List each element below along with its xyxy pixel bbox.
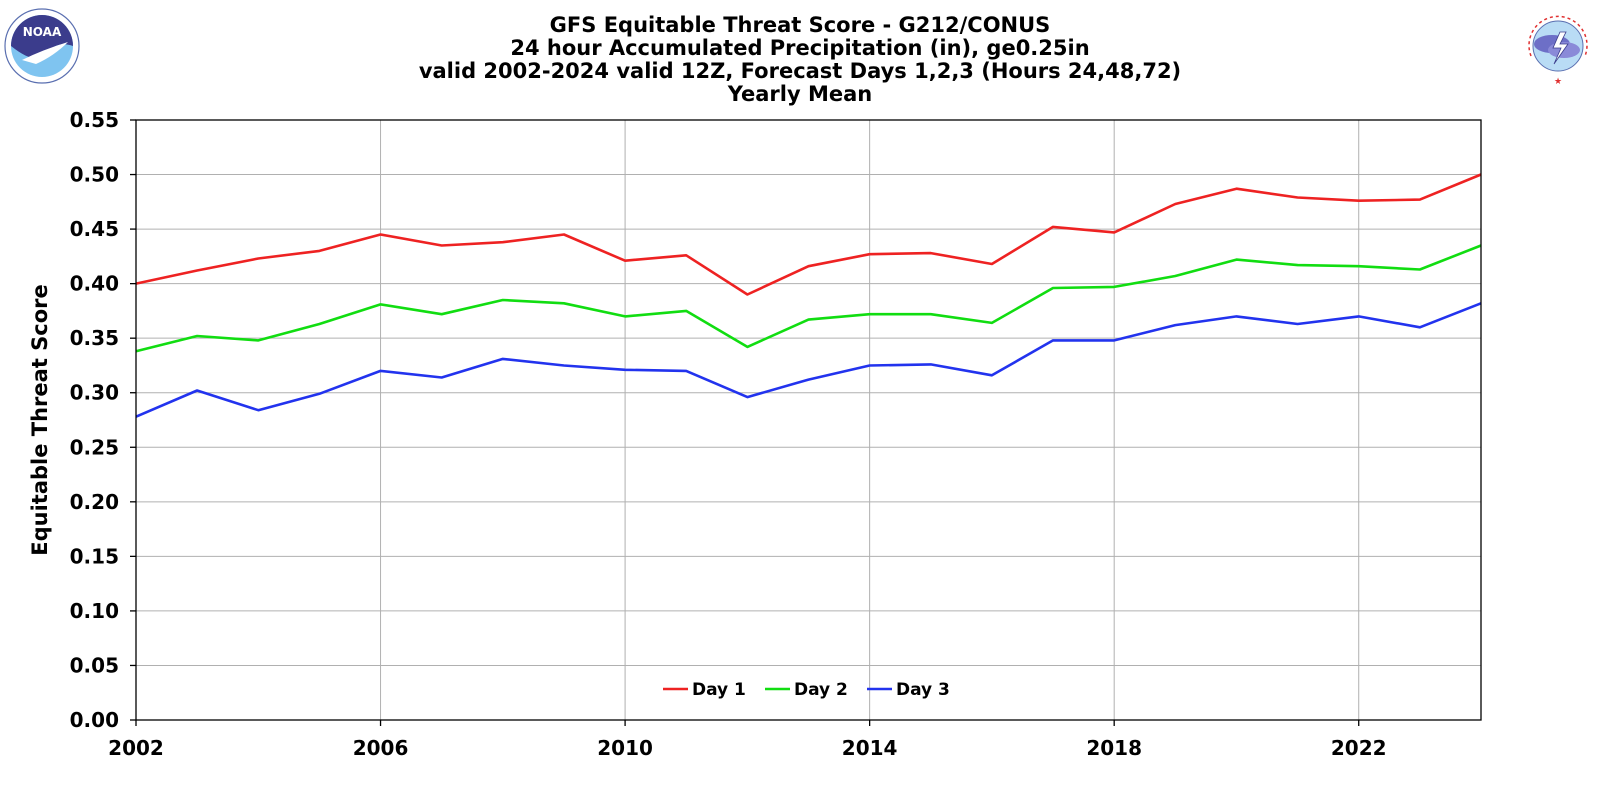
legend-label: Day 2 (794, 680, 848, 700)
y-tick-label: 0.15 (70, 544, 119, 568)
x-tick-label: 2002 (108, 736, 164, 760)
nws-logo: ★ (1525, 13, 1591, 87)
legend-item: Day 1 (663, 680, 746, 700)
legend: Day 1 Day 2 Day 3 (663, 680, 950, 700)
series-line-day-3 (135, 302, 1482, 418)
y-axis: 0.00 0.05 0.10 0.15 0.20 0.25 0.30 0.35 0.40 0.45… (70, 108, 136, 732)
x-tick-label: 2018 (1086, 736, 1142, 760)
series-line-day-2 (135, 244, 1482, 353)
chart-title: GFS Equitable Threat Score - G212/CONUS … (419, 13, 1181, 106)
title-line-1: GFS Equitable Threat Score - G212/CONUS (550, 13, 1051, 37)
x-axis: 2002 2006 2010 2014 2018 2022 (108, 720, 1387, 760)
y-tick-label: 0.25 (70, 435, 119, 459)
title-line-3: valid 2002-2024 valid 12Z, Forecast Days… (419, 59, 1181, 83)
plot-frame (135, 119, 1482, 721)
legend-label: Day 3 (896, 680, 950, 700)
title-line-4: Yearly Mean (727, 82, 873, 106)
y-tick-label: 0.45 (70, 217, 119, 241)
legend-item: Day 2 (765, 680, 848, 700)
x-tick-label: 2014 (842, 736, 898, 760)
grid (135, 119, 1481, 721)
legend-label: Day 1 (692, 680, 746, 700)
title-line-2: 24 hour Accumulated Precipitation (in), … (510, 36, 1089, 60)
y-tick-label: 0.50 (70, 163, 119, 187)
x-tick-label: 2010 (597, 736, 653, 760)
y-tick-label: 0.55 (70, 108, 119, 132)
y-tick-label: 0.05 (70, 653, 119, 677)
x-tick-label: 2022 (1331, 736, 1387, 760)
y-tick-label: 0.00 (70, 708, 119, 732)
series-group (135, 173, 1482, 418)
noaa-logo: NOAA (4, 8, 80, 84)
legend-item: Day 3 (867, 680, 950, 700)
y-axis-label: Equitable Threat Score (28, 284, 52, 556)
y-tick-label: 0.35 (70, 326, 119, 350)
x-tick-label: 2006 (353, 736, 409, 760)
y-tick-label: 0.10 (70, 599, 119, 623)
nws-star: ★ (1554, 77, 1562, 87)
y-tick-label: 0.40 (70, 272, 119, 296)
y-tick-label: 0.30 (70, 381, 119, 405)
series-line-day-1 (135, 173, 1482, 296)
noaa-logo-text: NOAA (23, 25, 62, 39)
y-tick-label: 0.20 (70, 490, 119, 514)
